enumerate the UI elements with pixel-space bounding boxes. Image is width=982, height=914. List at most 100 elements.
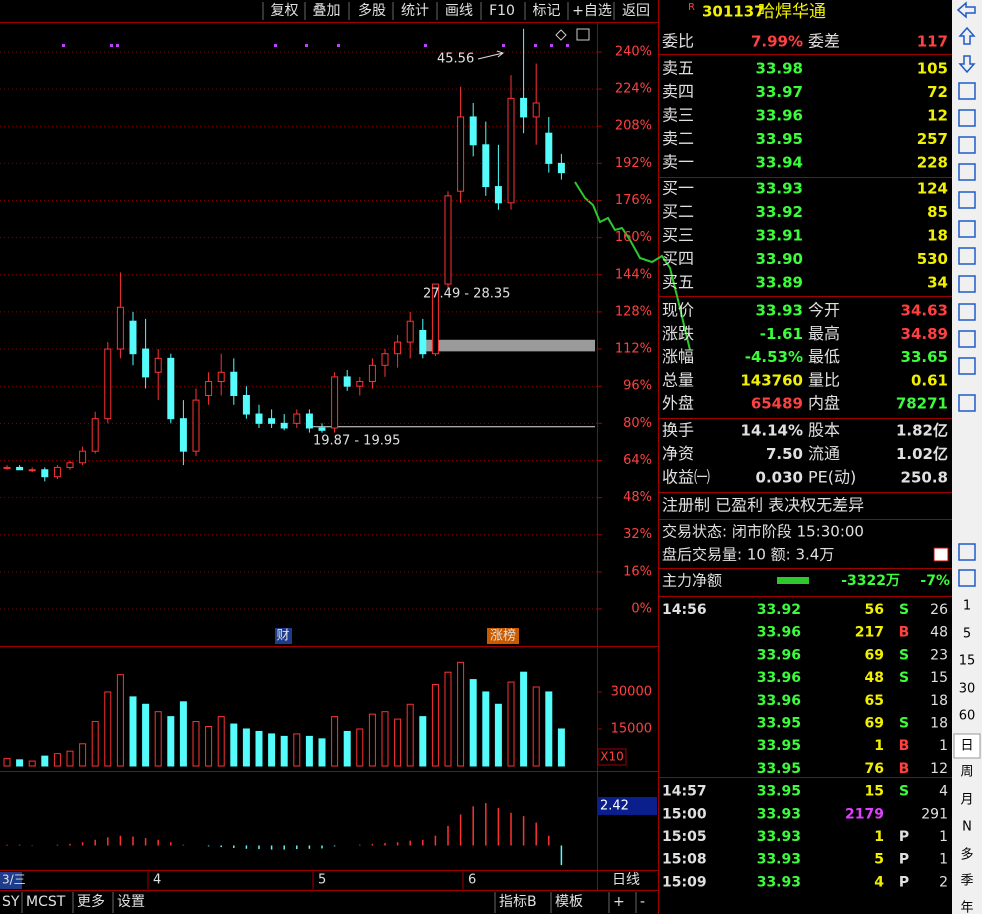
candle-body [205, 381, 213, 396]
volume-bar [53, 753, 61, 767]
order-price: 33.96 [756, 107, 803, 125]
period-button[interactable]: 月 [960, 793, 973, 808]
order-volume: 34 [927, 274, 948, 292]
candle-body [557, 162, 565, 174]
field-value: 65489 [751, 395, 803, 413]
tick-volume: 56 [865, 602, 884, 618]
intraday-line [574, 181, 691, 351]
tick-volume: 48 [865, 670, 884, 686]
toolbar-button[interactable]: F10 [489, 3, 515, 19]
order-label: 卖四 [662, 82, 694, 101]
toolbar-button[interactable]: 返回 [622, 3, 650, 19]
y-tick-label: 160% [615, 230, 652, 245]
tick-flag: S [899, 716, 909, 732]
tick-price: 33.95 [757, 784, 801, 800]
tick-volume: 69 [865, 716, 884, 732]
toolbar-button[interactable]: +自选 [572, 3, 612, 19]
period-button[interactable]: 年 [960, 901, 973, 914]
y-tick-label: 224% [615, 82, 652, 97]
tick-flag: B [899, 625, 910, 641]
x-label: 4 [153, 873, 161, 888]
tab[interactable]: 模板 [555, 894, 583, 910]
period-button[interactable]: 5 [963, 627, 971, 642]
candle-body [104, 348, 112, 420]
period-button[interactable]: 30 [959, 682, 976, 697]
candle-body [444, 195, 452, 285]
candle-body [268, 418, 276, 424]
candle-body [116, 306, 124, 350]
field-value: 33.93 [756, 302, 803, 320]
y-tick-label: 240% [615, 44, 652, 59]
tab[interactable]: 设置 [117, 894, 145, 910]
toolbar-button[interactable]: 统计 [401, 3, 429, 19]
candle-body [356, 381, 364, 387]
chart-icons [555, 28, 590, 41]
tab[interactable]: - [640, 894, 645, 910]
volume-bar [318, 738, 326, 767]
tab[interactable]: 更多 [77, 893, 105, 910]
badge [275, 628, 292, 644]
tick-price: 33.95 [757, 738, 801, 754]
candle-body [305, 413, 313, 429]
period-button[interactable]: 日 [960, 739, 973, 754]
period-label: 日线 [612, 872, 640, 888]
y-tick-label: 80% [623, 416, 652, 431]
tick-price: 33.96 [757, 693, 801, 709]
toolbar-button[interactable]: 标记 [533, 3, 561, 19]
order-label: 卖二 [662, 129, 694, 148]
tab[interactable]: + [613, 894, 625, 910]
candle-body [255, 413, 263, 424]
candle-body [331, 376, 339, 429]
toolbar-button[interactable]: 复权 [271, 2, 299, 19]
candle-body [520, 97, 528, 118]
period-button[interactable]: 周 [960, 765, 973, 780]
candle-body [154, 357, 162, 373]
field-label: 股本 [808, 421, 840, 440]
y-tick-label: 208% [615, 119, 652, 134]
unit-box [597, 748, 627, 766]
candle-body [394, 341, 402, 355]
y-tick-label: 16% [623, 564, 652, 579]
tab[interactable]: 指标B [499, 894, 537, 910]
period-button[interactable]: 1 [963, 599, 971, 614]
field-label: 涨幅 [662, 347, 694, 366]
tick-volume: 1 [874, 829, 884, 845]
candle-body [457, 116, 465, 192]
order-label: 买五 [662, 273, 694, 292]
volume-bar [457, 661, 465, 767]
volume-bar [557, 728, 565, 767]
tab[interactable]: SY [2, 894, 20, 910]
badge-label: 财 [276, 629, 289, 644]
candle-body [406, 320, 414, 343]
tick-count: 26 [930, 602, 948, 618]
period-button[interactable]: 季 [960, 874, 973, 889]
volume-bar [192, 721, 200, 767]
period-button[interactable]: 15 [959, 654, 976, 669]
panel-borders [0, 0, 952, 914]
y-tick-label: 30000 [611, 684, 652, 699]
x-label: 3/三 [2, 873, 26, 887]
candle-body [230, 371, 238, 396]
field-label: 主力净额 [662, 572, 722, 590]
y-tick-label: 96% [623, 379, 652, 394]
toolbar-button[interactable]: 多股 [358, 2, 386, 19]
field-value: 7.99% [751, 33, 803, 51]
y-tick-label: 15000 [611, 721, 652, 736]
tick-count: 18 [930, 693, 948, 709]
field-value: -3322万 [841, 573, 900, 589]
period-button[interactable]: 多 [960, 847, 973, 863]
tick-count: 1 [939, 852, 948, 868]
period-button[interactable]: 60 [959, 709, 976, 724]
order-label: 买一 [662, 179, 694, 198]
candle-body [507, 97, 515, 204]
tick-count: 23 [930, 647, 948, 663]
toolbar-button[interactable]: 叠加 [313, 3, 341, 19]
tab[interactable]: MCST [26, 894, 66, 910]
order-volume: 530 [917, 250, 948, 268]
field-label: 现价 [662, 301, 694, 320]
field-value: 117 [917, 33, 948, 51]
annotation: 19.87 - 19.95 [313, 434, 400, 449]
field-label: 收益㈠ [662, 468, 710, 487]
period-button[interactable]: N [962, 820, 972, 835]
toolbar-button[interactable]: 画线 [445, 3, 473, 19]
